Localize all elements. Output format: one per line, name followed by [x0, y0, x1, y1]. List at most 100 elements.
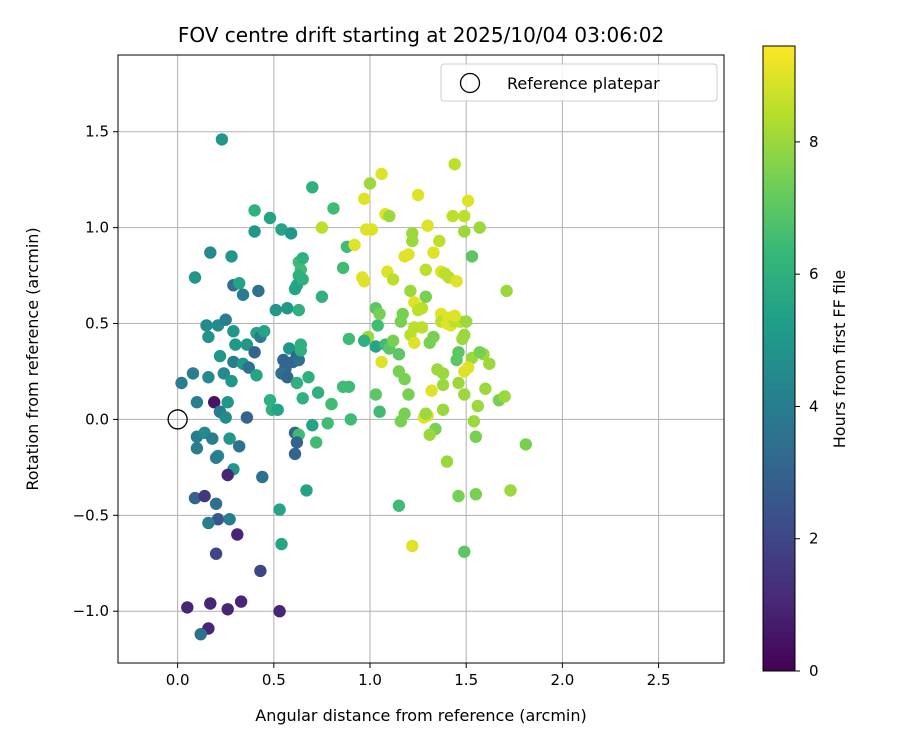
data-point — [342, 332, 356, 346]
data-point — [269, 303, 282, 317]
data-point — [427, 330, 440, 344]
data-point — [342, 380, 356, 393]
data-point — [458, 388, 471, 401]
data-point — [204, 597, 217, 610]
data-point — [290, 376, 304, 390]
data-point — [436, 367, 450, 380]
data-point — [198, 489, 211, 503]
data-point — [223, 513, 236, 526]
colorbar-tick-label: 4 — [809, 397, 819, 415]
data-point — [336, 261, 350, 275]
data-point — [406, 539, 419, 553]
data-point — [325, 397, 338, 411]
data-point — [402, 248, 415, 261]
data-point — [248, 346, 261, 359]
data-point — [188, 271, 202, 284]
colorbar-gradient — [762, 45, 796, 672]
y-tick-label: −1.0 — [73, 602, 109, 620]
data-point — [227, 355, 240, 369]
data-point — [452, 489, 465, 503]
scatter-points — [175, 133, 532, 641]
y-tick-label: −0.5 — [73, 506, 109, 524]
data-point — [373, 307, 386, 321]
plot-frame — [117, 54, 725, 664]
data-point — [392, 499, 406, 512]
data-point — [204, 246, 217, 259]
legend-label: Reference platepar — [507, 74, 660, 93]
colorbar-tick-label: 6 — [809, 265, 819, 283]
data-point — [209, 497, 223, 510]
x-tick-label: 2.0 — [550, 671, 574, 689]
data-point — [248, 225, 261, 238]
x-tick-label: 0.5 — [262, 671, 286, 689]
data-point — [231, 528, 244, 541]
x-axis-ticks: 0.0 0.5 1.0 1.5 2.0 2.5 — [166, 663, 671, 689]
data-point — [254, 564, 267, 578]
data-point — [219, 313, 232, 326]
data-point — [263, 394, 277, 407]
data-point — [406, 234, 419, 248]
colorbar-ticks: 0 2 4 6 8 — [795, 133, 819, 680]
data-point — [240, 411, 254, 424]
data-point — [219, 411, 232, 424]
colorbar-tick-label: 8 — [809, 133, 819, 151]
data-point — [275, 223, 288, 236]
data-point — [315, 221, 329, 234]
data-point — [200, 319, 213, 332]
data-point — [306, 181, 319, 194]
data-point — [458, 365, 471, 378]
data-point — [415, 302, 429, 315]
data-point — [206, 432, 219, 445]
data-point — [425, 384, 438, 397]
data-point — [411, 188, 425, 202]
x-tick-label: 0.0 — [166, 671, 190, 689]
data-point — [402, 388, 415, 401]
data-point — [225, 250, 238, 263]
x-tick-label: 1.5 — [454, 671, 478, 689]
data-point — [450, 275, 463, 288]
grid-lines — [118, 55, 724, 663]
data-point — [275, 537, 288, 551]
data-point — [194, 628, 207, 641]
data-point — [296, 392, 309, 405]
data-point — [483, 357, 496, 370]
colorbar-label: Hours from first FF file — [830, 270, 849, 449]
data-point — [500, 284, 513, 298]
data-point — [248, 204, 261, 217]
data-point — [258, 325, 271, 338]
data-point — [302, 371, 315, 384]
data-point — [433, 234, 446, 248]
data-point — [358, 334, 371, 347]
data-point — [236, 288, 250, 301]
y-tick-label: 0.5 — [85, 315, 109, 333]
data-point — [186, 367, 200, 380]
data-point — [306, 419, 319, 432]
y-tick-label: 1.0 — [85, 219, 109, 237]
data-point — [471, 399, 484, 413]
data-point — [234, 595, 248, 608]
data-point — [415, 321, 429, 334]
data-point — [358, 275, 371, 288]
data-point — [365, 223, 379, 236]
data-point — [209, 451, 223, 464]
data-point — [456, 332, 469, 346]
data-point — [519, 438, 532, 451]
legend-marker-open-circle — [459, 72, 481, 94]
data-point — [208, 396, 221, 409]
data-point — [221, 468, 234, 482]
data-point — [240, 338, 254, 351]
data-point — [229, 338, 242, 351]
data-point — [450, 353, 463, 367]
colorbar: 0 2 4 6 8 Hours from first FF file — [762, 45, 849, 680]
data-point — [421, 219, 434, 232]
data-point — [283, 342, 296, 355]
data-point — [469, 430, 482, 443]
data-point — [281, 371, 294, 384]
data-point — [458, 545, 471, 558]
data-point — [202, 516, 215, 530]
data-point — [315, 290, 329, 303]
data-point — [190, 396, 204, 409]
data-point — [473, 221, 486, 234]
data-point — [396, 307, 409, 321]
data-point — [273, 605, 286, 618]
